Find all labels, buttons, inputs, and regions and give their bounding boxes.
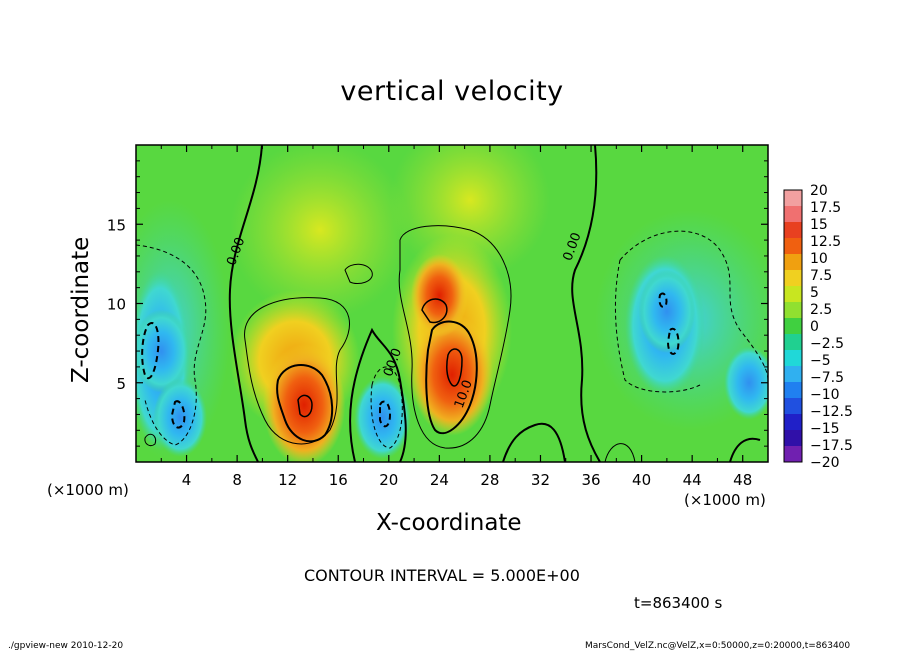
colorbar-swatch [784,414,802,431]
contour-neg5-right [614,230,768,393]
time-label: t=863400 s [634,594,723,612]
x-tick-label: 48 [733,471,752,489]
colorbar-swatch [784,366,802,383]
contour-15-center [446,348,463,387]
x-tick-label: 4 [182,471,192,489]
y-axis: 5 10 15 [107,160,768,447]
colorbar-swatch [784,190,802,207]
y-tick-label: 10 [107,296,126,314]
zero-contour-center-right [502,422,566,462]
field-light-band [230,145,410,320]
x-tick-label: 12 [278,471,297,489]
x-tick-label: 36 [581,471,600,489]
downdraft-core-6 [638,269,696,354]
colorbar-swatch [784,302,802,319]
colorbar-label: 5 [810,285,819,301]
contour-neg10-left-low [170,400,186,429]
y-axis-label: Z-coordinate [68,236,94,383]
colorbar: 2017.51512.5107.552.50−2.5−5−7.5−10−12.5… [783,183,853,471]
updraft-core-1 [410,314,494,436]
colorbar-swatch [784,334,802,351]
colorbar-label: −7.5 [810,370,844,386]
x-axis-label: X-coordinate [376,510,522,536]
contour-neg10-left [141,322,160,380]
contour-lines [136,145,768,462]
downdraft-core-3 [136,309,190,393]
x-tick-label: 24 [430,471,449,489]
colorbar-label: −15 [810,421,840,437]
colorbar-label: −20 [810,455,840,471]
updraft-core-0 [262,344,346,462]
colorbar-label: −5 [810,353,831,369]
contour-neg5-left [136,244,207,446]
colorbar-swatch [784,446,802,463]
colorbar-swatch [784,382,802,399]
colorbar-label: −12.5 [810,404,853,420]
colorbar-swatch [784,254,802,271]
y-tick-label: 5 [116,375,126,393]
contour-positive-bottom [604,443,636,462]
colorbar-swatch [784,222,802,239]
x-tick-label: 44 [683,471,702,489]
zero-contour-bottom-right [729,437,761,462]
footer-left: ./gpview-new 2010-12-20 [8,641,124,651]
contour-15-left [297,394,313,418]
x-tick-label: 32 [531,471,550,489]
zero-contour-right [571,145,601,462]
colorbar-swatch [784,318,802,335]
contour-5-left [244,297,351,445]
colorbar-label: 15 [810,217,828,233]
colorbar-swatch [784,350,802,367]
colorbar-label: 2.5 [810,302,832,318]
colorbar-swatch [784,238,802,255]
colorbar-swatch [784,206,802,223]
updraft-core-2 [410,253,468,338]
contour-neg10-right-top [658,292,668,308]
footer-right: MarsCond_VelZ.nc@VelZ,x=0:50000,z=0:2000… [585,641,851,651]
colorbar-label: 7.5 [810,268,832,284]
colorbar-swatch [784,430,802,447]
contour-10-center [425,320,478,435]
colorbar-label: 17.5 [810,200,841,216]
contour-neg5-center [370,366,403,449]
contour-neg10-center [379,400,392,428]
colorbar-label: 0 [810,319,819,335]
zero-contour-left [228,145,263,462]
x-tick-label: 28 [480,471,499,489]
x-unit-label-left: (×1000 m) [47,481,129,499]
colorbar-label: 20 [810,183,828,199]
downdraft-core-4 [153,378,208,457]
contour-10-top [421,298,448,324]
chart-title: vertical velocity [340,76,564,107]
contour-neg10-right [666,327,680,355]
zero-contour-center-left [349,327,407,462]
y-tick-label: 15 [107,216,126,234]
x-tick-label: 40 [632,471,651,489]
downdraft-core-5 [354,376,411,460]
colorbar-swatch [784,398,802,415]
contour-5-top [344,263,373,285]
colorbar-frame [783,189,803,463]
features-layer [136,253,768,462]
x-axis: 4 8 12 16 20 24 28 32 36 40 44 48 [160,145,752,489]
x-tick-label: 20 [379,471,398,489]
colorbar-swatch [784,286,802,303]
contour-5-center [398,225,512,449]
colorbar-label: −10 [810,387,840,403]
colorbar-label: −17.5 [810,438,853,454]
x-tick-label: 16 [329,471,348,489]
colorbar-label: 10 [810,251,828,267]
colorbar-swatch [784,270,802,287]
colorbar-label: 12.5 [810,234,841,250]
colorbar-label: −2.5 [810,336,844,352]
x-tick-label: 8 [232,471,242,489]
downdraft-core-7 [723,345,768,420]
contour-positive-left-bottom [144,433,157,447]
x-unit-label-right: (×1000 m) [684,491,766,509]
contour-interval-label: CONTOUR INTERVAL = 5.000E+00 [304,566,580,585]
contour-10-left [276,364,334,443]
